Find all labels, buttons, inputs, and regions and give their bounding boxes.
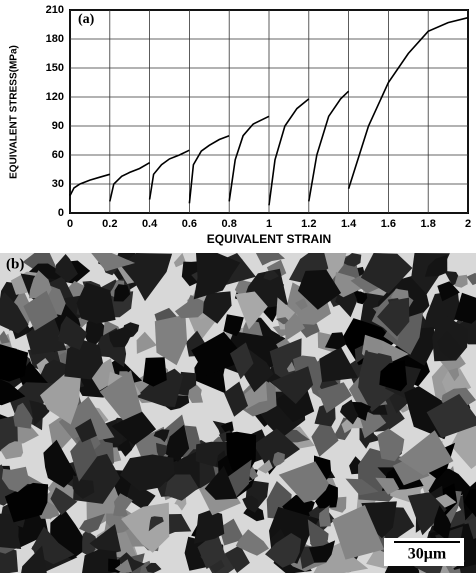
x-tick-label: 1.6 [381, 218, 396, 230]
x-axis-label: EQUIVALENT STRAIN [207, 232, 331, 246]
panel-label: (b) [6, 256, 24, 272]
x-tick-label: 0.4 [142, 218, 158, 230]
y-tick-label: 30 [52, 178, 64, 190]
y-tick-label: 150 [46, 62, 64, 74]
y-tick-label: 210 [46, 4, 64, 16]
y-tick-label: 180 [46, 33, 64, 45]
x-tick-label: 0 [67, 218, 73, 230]
y-tick-label: 90 [52, 120, 64, 132]
x-tick-label: 2 [465, 218, 471, 230]
y-axis-label: EQUIVALENT STRESS(MPa) [9, 45, 20, 179]
micrograph [0, 253, 476, 573]
x-tick-label: 0.8 [222, 218, 237, 230]
x-tick-label: 1.2 [301, 218, 316, 230]
y-tick-label: 60 [52, 149, 64, 161]
grain [108, 559, 120, 573]
y-tick-label: 120 [46, 91, 64, 103]
x-tick-label: 1.8 [421, 218, 436, 230]
x-tick-label: 1 [266, 218, 272, 230]
x-tick-label: 1.4 [341, 218, 357, 230]
panel-label: (a) [78, 12, 95, 27]
grain [366, 338, 384, 354]
scale-bar-label: 30μm [408, 546, 447, 563]
y-tick-label: 0 [58, 207, 64, 219]
x-tick-label: 0.6 [182, 218, 197, 230]
x-tick-label: 0.2 [102, 218, 117, 230]
